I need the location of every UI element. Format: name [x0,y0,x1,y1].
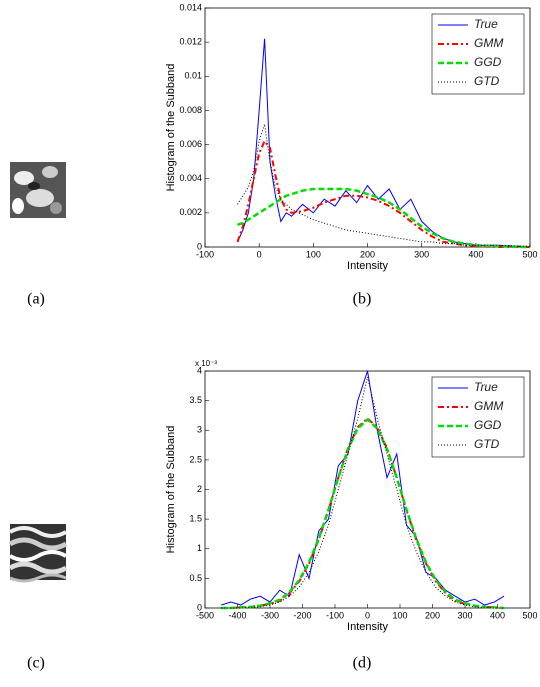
legend-box [431,13,525,95]
caption: (d) [353,655,372,672]
legend-box [431,376,525,458]
x-tick-label: -400 [228,610,246,620]
legend-label: GGD [474,418,502,432]
legend-label: GGD [474,55,502,69]
y-tick-label: 0.012 [179,37,202,47]
x-tick-label: 0 [365,610,370,620]
x-tick-label: 200 [360,249,375,259]
caption: (c) [27,655,45,672]
legend-label: GMM [474,399,503,413]
y-tick-label: 3 [197,425,202,435]
legend-label: True [474,380,498,394]
x-tick-label: 400 [468,249,483,259]
y-tick-label: 3.5 [189,395,202,405]
x-tick-label: 0 [257,249,262,259]
y-tick-label: 0.014 [179,2,202,12]
y-exponent: x 10⁻³ [195,359,217,368]
x-tick-label: -100 [196,249,214,259]
y-tick-label: 2 [197,484,202,494]
y-tick-label: 0.006 [179,139,202,149]
x-tick-label: 300 [457,610,472,620]
caption: (b) [353,291,372,308]
y-axis-label: Histogram of the Subband [165,426,177,554]
y-tick-label: 0.004 [179,173,202,183]
x-axis-label: Intensity [347,621,388,633]
x-tick-label: 400 [490,610,505,620]
y-tick-label: 1.5 [189,514,202,524]
series-line [221,417,505,610]
y-tick-label: 0.008 [179,105,202,115]
x-tick-label: -200 [293,610,311,620]
y-tick-label: 0.01 [184,71,202,81]
y-axis-label: Histogram of the Subband [165,64,177,192]
x-tick-label: 100 [306,249,321,259]
series-line [221,370,505,606]
y-tick-label: 0.002 [179,207,202,217]
series-line [236,139,530,248]
y-tick-label: 0.5 [189,573,202,583]
y-tick-label: 1 [197,543,202,553]
thumbnail-c [8,524,68,583]
y-tick-label: 0 [197,602,202,612]
x-tick-label: 500 [522,249,537,259]
series-line [237,123,530,247]
y-tick-label: 4 [197,365,202,375]
y-tick-label: 2.5 [189,454,202,464]
y-tick-label: 0 [197,241,202,251]
x-tick-label: -300 [261,610,279,620]
thumbnail-a [10,162,66,218]
caption: (a) [27,291,45,308]
legend-label: True [474,17,498,31]
legend-label: GTD [474,74,500,88]
x-tick-label: -100 [326,610,344,620]
x-tick-label: -500 [196,610,214,620]
x-tick-label: 100 [392,610,407,620]
series-line [237,187,530,249]
x-axis-label: Intensity [347,260,388,272]
x-tick-label: 300 [414,249,429,259]
legend-label: GTD [474,437,500,451]
x-tick-label: 500 [522,610,537,620]
x-tick-label: 200 [425,610,440,620]
legend-label: GMM [474,36,503,50]
